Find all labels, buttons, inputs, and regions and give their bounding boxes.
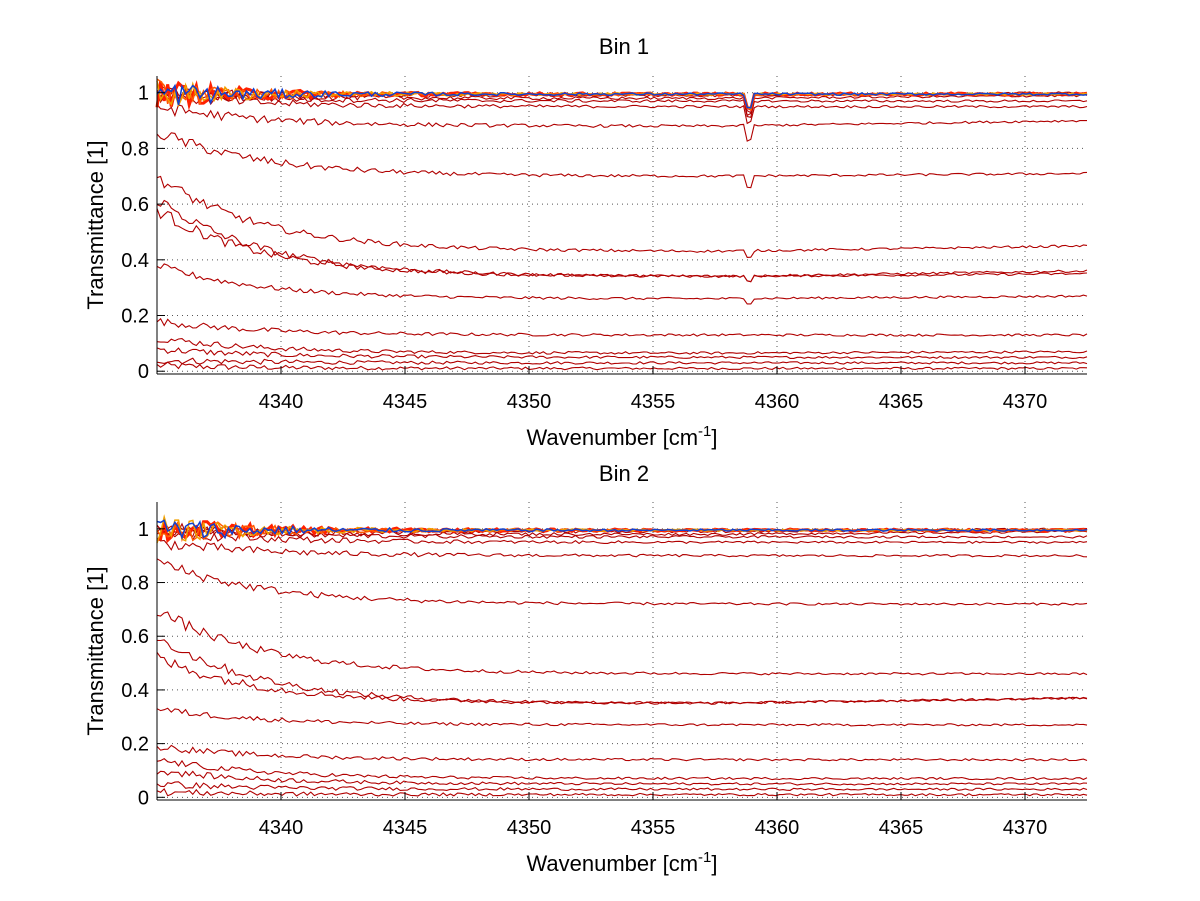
series-line <box>156 744 1088 762</box>
y-tick-label: 0.4 <box>121 250 149 272</box>
y-tick-label: 0.2 <box>121 306 149 328</box>
x-tick-label: 4350 <box>507 391 552 413</box>
series-line <box>156 357 1088 365</box>
series-line <box>156 524 1088 545</box>
y-tick-label: 0.2 <box>121 734 149 756</box>
plot-area <box>157 76 1087 374</box>
y-tick-label: 0.6 <box>121 626 149 648</box>
series-line <box>156 361 1088 371</box>
series-line <box>156 787 1088 797</box>
x-tick-label: 4350 <box>507 817 552 839</box>
plot-area <box>157 502 1087 800</box>
series-line <box>156 707 1088 727</box>
series-line <box>156 639 1088 705</box>
x-axis-label: Wavenumber [cm-1] <box>526 849 717 876</box>
series-group <box>156 514 1088 797</box>
y-tick-label: 1 <box>138 519 149 541</box>
series-line-top <box>156 83 1088 109</box>
series-group <box>155 78 1088 371</box>
series-line <box>156 525 1088 539</box>
y-axis-label: Transmittance [1] <box>83 566 108 735</box>
x-tick-label: 4370 <box>1003 817 1048 839</box>
y-tick-label: 0.6 <box>121 194 149 216</box>
y-tick-label: 0 <box>138 787 149 809</box>
x-tick-label: 4360 <box>755 817 800 839</box>
chart-title: Bin 1 <box>599 34 649 59</box>
plot-panel-2: 4340 4345 4350 4355 4360 4365 4370 0 0.2 0.4 0.6 0.… <box>83 461 1088 876</box>
x-tick-label: 4360 <box>755 391 800 413</box>
series-line <box>156 132 1088 189</box>
x-tick-label: 4365 <box>879 817 924 839</box>
plot-panel-1: 4340 4345 4350 4355 4360 4365 4370 0 0.2 0.4 0.6 0.… <box>83 34 1088 450</box>
series-line <box>156 103 1088 142</box>
series-line <box>156 781 1088 791</box>
series-line <box>156 770 1088 786</box>
series-line <box>156 317 1088 337</box>
series-line <box>156 758 1088 781</box>
series-line <box>156 208 1088 283</box>
x-tick-label: 4340 <box>259 391 304 413</box>
series-line <box>156 338 1088 355</box>
series-line <box>156 87 1088 117</box>
series-line <box>156 347 1088 359</box>
series-line <box>156 89 1088 125</box>
y-tick-label: 0 <box>138 361 149 383</box>
series-line <box>156 558 1088 606</box>
y-tick-label: 1 <box>138 83 149 105</box>
series-line <box>156 524 1088 537</box>
x-tick-label: 4340 <box>259 817 304 839</box>
y-tick-label: 0.8 <box>121 138 149 160</box>
series-line <box>156 611 1088 676</box>
y-axis-label: Transmittance [1] <box>83 140 108 309</box>
y-tick-label: 0.8 <box>121 573 149 595</box>
x-tick-label: 4345 <box>383 817 428 839</box>
y-tick-label: 0.4 <box>121 680 149 702</box>
series-line <box>156 175 1088 258</box>
series-line <box>156 538 1088 558</box>
chart-title: Bin 2 <box>599 461 649 486</box>
x-axis-label: Wavenumber [cm-1] <box>526 423 717 450</box>
x-tick-label: 4355 <box>631 817 676 839</box>
x-tick-label: 4355 <box>631 391 676 413</box>
series-line <box>156 263 1088 305</box>
series-line <box>156 199 1088 283</box>
x-tick-label: 4365 <box>879 391 924 413</box>
x-tick-label: 4345 <box>383 391 428 413</box>
series-line-top <box>156 519 1088 540</box>
x-tick-label: 4370 <box>1003 391 1048 413</box>
